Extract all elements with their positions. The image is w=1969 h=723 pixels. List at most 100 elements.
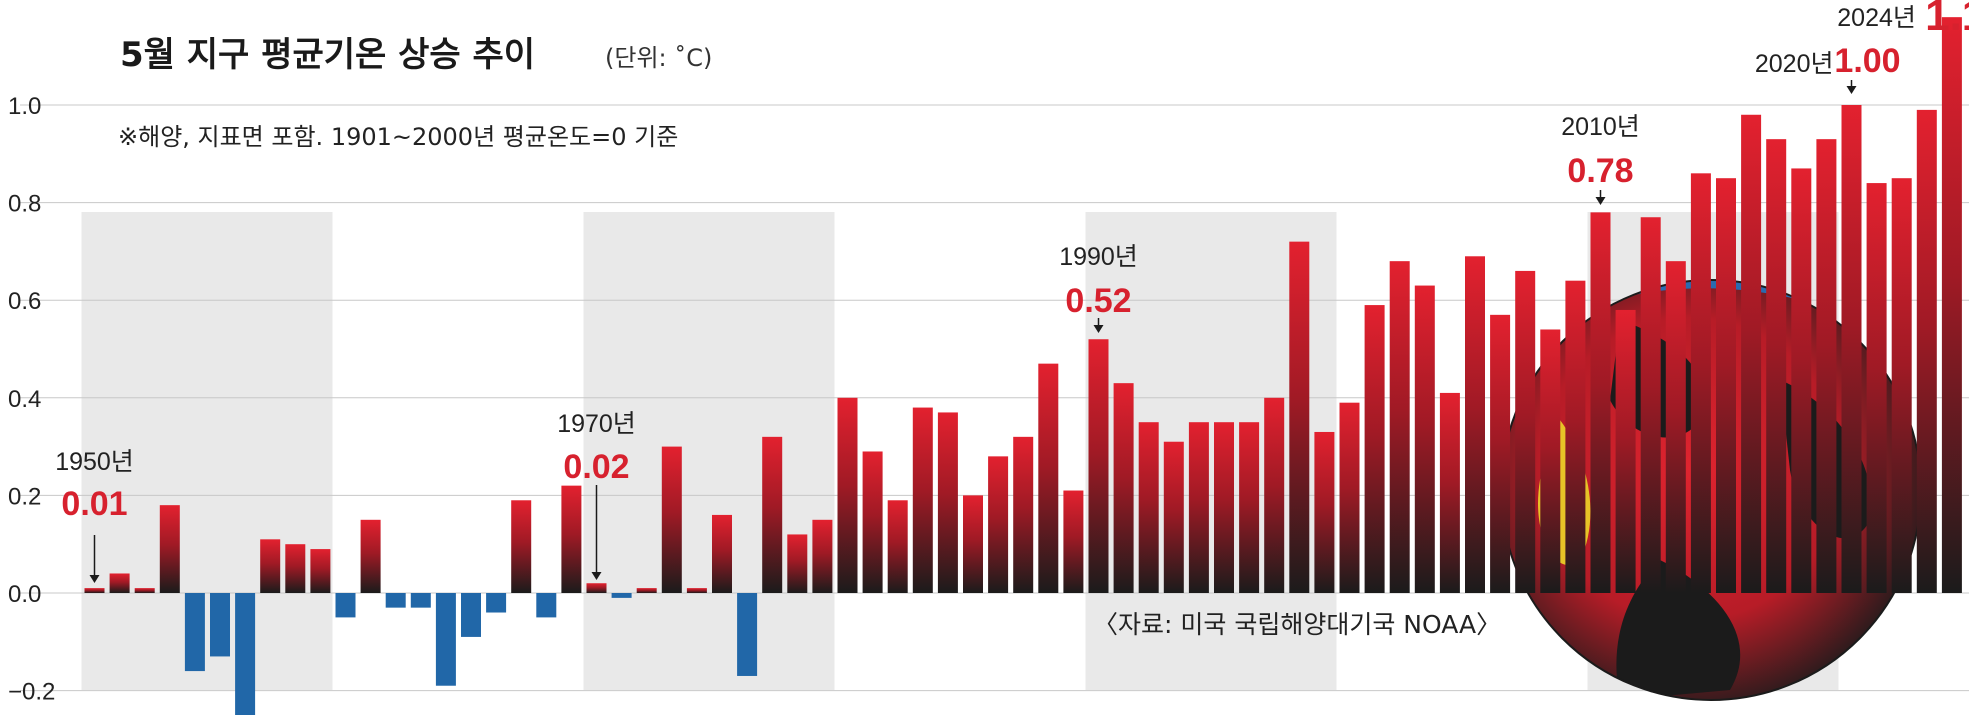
y-tick-label: 0.6 xyxy=(8,288,41,315)
bar xyxy=(1916,109,1937,593)
bar xyxy=(435,593,456,686)
bar xyxy=(385,593,406,608)
bar xyxy=(963,495,983,593)
bar xyxy=(184,593,205,672)
bar xyxy=(486,593,507,613)
background-band xyxy=(81,212,333,690)
bar xyxy=(1565,280,1586,593)
bar xyxy=(1816,139,1837,593)
bar xyxy=(461,593,481,637)
bar xyxy=(661,446,682,593)
bar xyxy=(787,534,808,593)
bar xyxy=(536,593,557,618)
bar xyxy=(410,593,431,608)
bar xyxy=(1289,241,1310,593)
bar xyxy=(84,588,105,593)
y-tick-label: 1.0 xyxy=(8,93,41,120)
bar xyxy=(1113,383,1134,593)
bar xyxy=(1339,402,1360,593)
annotation-year: 2024년 xyxy=(1837,4,1916,32)
bar xyxy=(109,573,130,593)
bar xyxy=(1941,17,1962,594)
bar xyxy=(1138,422,1159,593)
annotation-year: 1990년 xyxy=(1059,243,1138,271)
bar xyxy=(937,412,958,593)
bar xyxy=(1841,105,1862,593)
bar xyxy=(586,583,607,593)
bar xyxy=(1741,114,1762,593)
annotation-arrow-head xyxy=(1595,197,1606,205)
annotations: 1950년 0.01 1970년 0.02 1990년 0.52 2010년 0.78 1.00… xyxy=(55,0,1969,583)
bar xyxy=(1690,173,1711,593)
annotation-arrow-head xyxy=(1093,325,1104,333)
bar xyxy=(1239,422,1260,593)
bar xyxy=(1439,392,1460,593)
bar xyxy=(235,593,256,715)
bar xyxy=(360,519,381,593)
annotation-value: 1.18 xyxy=(1925,0,1969,40)
bar xyxy=(1188,422,1209,593)
bar xyxy=(1515,270,1536,593)
annotation-value: 0.02 xyxy=(563,448,629,486)
bar xyxy=(285,544,306,593)
y-tick-label: −0.2 xyxy=(8,679,55,706)
bar xyxy=(686,588,707,593)
bar xyxy=(1891,178,1912,593)
y-tick-label: 0.0 xyxy=(8,581,41,608)
bar xyxy=(159,505,180,593)
bar xyxy=(511,500,532,593)
bar xyxy=(1038,363,1059,593)
bar xyxy=(310,549,331,593)
y-tick-label: 0.4 xyxy=(8,386,41,413)
bar xyxy=(988,456,1009,593)
subtitle-note: ※해양, 지표면 포함. 1901~2000년 평균온도=0 기준 xyxy=(118,123,678,151)
bar xyxy=(636,588,657,593)
bar xyxy=(1364,305,1385,593)
bar xyxy=(1766,139,1787,593)
bar xyxy=(712,514,732,593)
annotation-arrow-head xyxy=(591,572,602,580)
bar xyxy=(1716,178,1736,593)
y-axis: 1.0 0.8 0.6 0.4 0.2 0.0 −0.2 xyxy=(8,93,55,706)
bar xyxy=(862,451,883,593)
y-tick-label: 0.8 xyxy=(8,191,41,218)
bar xyxy=(1490,314,1511,593)
bar xyxy=(1640,217,1661,594)
bar xyxy=(1088,339,1109,593)
annotation-year: 1970년 xyxy=(557,410,636,438)
bar xyxy=(1414,285,1435,593)
bar xyxy=(561,485,582,593)
bar xyxy=(1314,431,1335,593)
bar xyxy=(1615,309,1636,593)
bar xyxy=(611,593,632,598)
bar xyxy=(837,397,858,593)
bars xyxy=(84,17,1962,715)
bar xyxy=(1264,397,1285,593)
source-label: 〈자료: 미국 국립해양대기국 NOAA〉 xyxy=(1093,610,1501,639)
annotation-value: 0.78 xyxy=(1567,152,1633,190)
annotation-value: 0.52 xyxy=(1065,282,1131,320)
background-band xyxy=(583,212,835,690)
annotation-arrow-head xyxy=(1846,86,1857,94)
bar xyxy=(134,588,155,593)
bar xyxy=(210,593,230,657)
annotation-year: 2010년 xyxy=(1561,113,1640,141)
y-tick-label: 0.2 xyxy=(8,483,41,510)
bar xyxy=(762,436,783,593)
bar xyxy=(1791,168,1812,593)
bar xyxy=(1665,261,1686,593)
bar xyxy=(335,593,356,618)
bar xyxy=(1465,256,1485,593)
bar xyxy=(1013,436,1034,593)
bar xyxy=(812,519,833,593)
bar xyxy=(887,500,908,593)
unit-label: (단위: ˚C) xyxy=(605,44,712,72)
bar xyxy=(1063,490,1084,593)
annotation-year: 2020년 xyxy=(1755,50,1834,78)
annotation-arrow-head xyxy=(89,575,100,583)
bar xyxy=(912,407,933,593)
bar xyxy=(1214,422,1234,593)
chart-title: 5월 지구 평균기온 상승 추이 xyxy=(120,35,535,75)
